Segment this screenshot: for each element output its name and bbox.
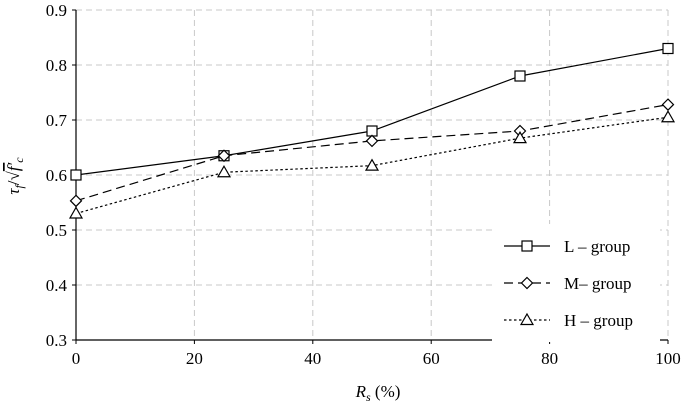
data-point [662,42,674,55]
x-tick-label: 20 [186,349,203,368]
series-diamond [69,98,675,208]
y-tick-labels: 0.3 0.4 0.5 0.6 0.7 0.8 0.9 [46,1,68,350]
x-tick-label: 60 [423,349,440,368]
y-tick-label: 0.4 [46,276,68,295]
y-axis-title-tau: τ [4,188,23,195]
y-axis-title-fc-sub: c [12,157,26,163]
y-tick-label: 0.6 [46,166,67,185]
data-point [365,134,379,148]
y-axis-title-fc: f′ [4,162,23,171]
data-point [69,194,83,208]
x-tick-label: 100 [655,349,681,368]
y-tick-label: 0.5 [46,221,67,240]
x-axis-title: Rs (%) [355,382,401,404]
data-point [514,70,526,82]
legend-label: H – group [564,311,633,330]
legend-label: L – group [564,237,630,256]
data-point [660,110,676,123]
data-point [366,125,378,137]
x-axis-title-unit: (%) [371,382,401,401]
x-tick-labels: 0 20 40 60 80 100 [72,349,681,368]
series-line [75,104,669,202]
x-axis-title-main: R [355,382,367,401]
y-tick-label: 0.8 [46,56,67,75]
legend-entry: L – group [504,237,630,256]
legend-marker [521,240,533,252]
data-point [216,165,232,178]
y-axis-title-root: √ [4,170,23,180]
y-tick-label: 0.7 [46,111,68,130]
legend: L – group M– group H – group [492,224,660,342]
x-axis-title-sub: s [366,390,371,404]
series-triangle [68,110,676,219]
y-tick-label: 0.3 [46,331,67,350]
y-axis-title-sep: / [4,180,23,185]
series-line [75,47,669,176]
y-axis-title-tau-sub: f [12,184,26,189]
legend-marker [519,312,535,326]
legend-entry: M– group [504,274,632,293]
data-point [364,158,380,171]
legend-entry: H – group [504,311,633,330]
series-layer [68,42,676,219]
x-tick-label: 80 [541,349,558,368]
legend-marker [520,276,534,290]
x-tick-label: 0 [72,349,81,368]
legend-label: M– group [564,274,632,293]
data-point [512,130,528,144]
data-point [217,149,231,163]
data-point [68,206,84,219]
data-point [70,169,82,181]
y-axis-title: τf/√f′c [4,157,26,195]
y-tick-label: 0.9 [46,1,67,20]
data-point [661,98,675,111]
x-tick-label: 40 [304,349,321,368]
